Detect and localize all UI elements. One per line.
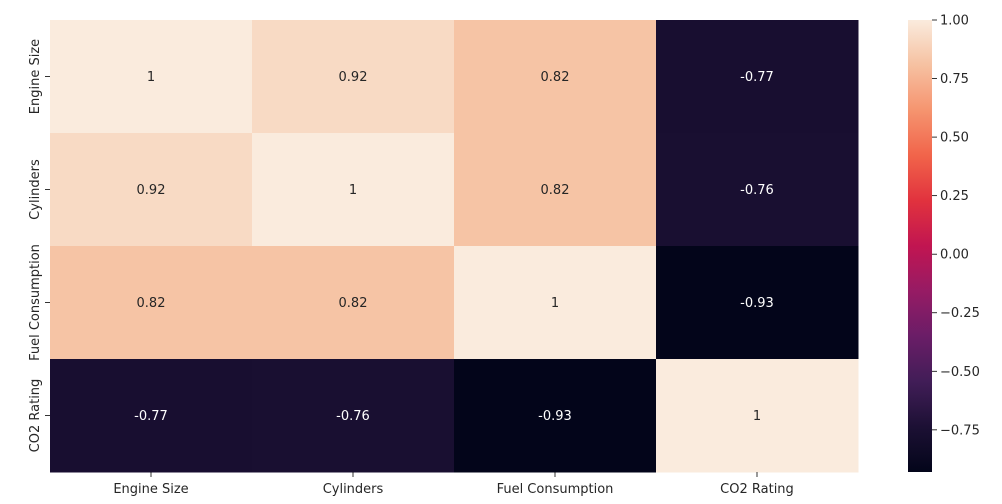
cell-annotation: -0.93 [538,409,572,424]
y-tick-label: Engine Size [28,39,43,114]
heatmap-cell-r0-c1 [252,20,455,134]
colorbar-tick-label: −0.50 [940,365,980,380]
colorbar-tick-label: −0.75 [940,423,980,438]
cell-annotation: -0.77 [740,70,774,85]
colorbar-tick-label: 0.75 [940,72,969,87]
cell-annotation: 0.82 [541,70,570,85]
x-tick-label: Fuel Consumption [497,482,614,497]
cell-annotation: 1 [551,296,559,311]
cell-annotation: 1 [349,183,357,198]
colorbar-tick-label: −0.25 [940,306,980,321]
heatmap-cell-r1-c1 [252,133,455,247]
heatmap-cell-r1-c3 [656,133,859,247]
heatmap-cell-r1-c2 [454,133,657,247]
heatmap-cell-r0-c3 [656,20,859,134]
cell-annotation: 1 [753,409,761,424]
y-axis: Engine Size Cylinders Fuel Consumption CO2 … [28,39,50,453]
heatmap-cell-r3-c3 [656,359,859,473]
colorbar-gradient [908,20,932,472]
heatmap-cell-r0-c0 [50,20,253,134]
cell-annotation: -0.76 [740,183,774,198]
heatmap-cell-r3-c1 [252,359,455,473]
heatmap-cell-r2-c3 [656,246,859,360]
colorbar-tick-label: 0.25 [940,189,969,204]
heatmap-cell-r2-c2 [454,246,657,360]
heatmap-cell-r2-c1 [252,246,455,360]
colorbar-tick-label: 0.00 [940,248,969,263]
colorbar: 1.00 0.75 0.50 0.25 0.00 −0.25 −0.50 −0.75 [908,14,980,472]
x-tick-label: Engine Size [113,482,188,497]
x-axis: Engine Size Cylinders Fuel Consumption CO2 … [113,472,794,497]
cell-annotation: 0.82 [339,296,368,311]
cell-annotation: -0.77 [134,409,168,424]
heatmap-cells [50,20,859,473]
cell-annotation: 1 [147,70,155,85]
x-tick-label: Cylinders [323,482,384,497]
y-tick-label: CO2 Rating [28,379,43,453]
y-tick-label: Fuel Consumption [28,244,43,361]
heatmap-cell-r2-c0 [50,246,253,360]
cell-annotations: 1 0.92 0.82 -0.77 0.92 1 0.82 -0.76 0.82 0.82 1 -0.… [134,70,774,424]
heatmap-cell-r0-c2 [454,20,657,134]
cell-annotation: 0.82 [137,296,166,311]
cell-annotation: 0.92 [137,183,166,198]
cell-annotation: -0.93 [740,296,774,311]
x-tick-label: CO2 Rating [720,482,794,497]
y-tick-label: Cylinders [28,159,43,220]
heatmap-cell-r3-c0 [50,359,253,473]
colorbar-tick-label: 1.00 [940,14,969,29]
colorbar-tick-label: 0.50 [940,131,969,146]
colorbar-ticks: 1.00 0.75 0.50 0.25 0.00 −0.25 −0.50 −0.75 [932,14,980,438]
heatmap-cell-r1-c0 [50,133,253,247]
heatmap-cell-r3-c2 [454,359,657,473]
cell-annotation: -0.76 [336,409,370,424]
cell-annotation: 0.92 [339,70,368,85]
cell-annotation: 0.82 [541,183,570,198]
